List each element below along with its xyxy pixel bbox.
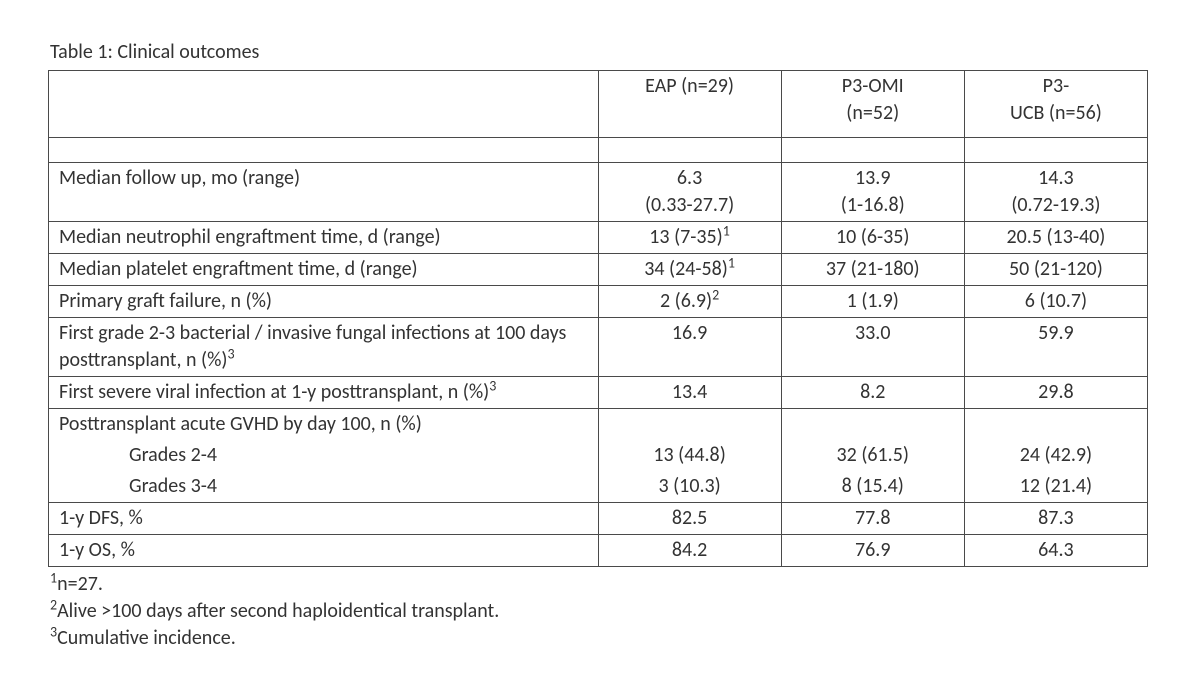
header-text: EAP (n=29) [645, 74, 734, 98]
cell-text: (0.33-27.7) [645, 193, 734, 217]
cell-text: First severe viral infection at 1-y post… [59, 380, 489, 404]
superscript: 1 [728, 254, 735, 271]
cell: 13.4 [598, 377, 781, 409]
cell: 3 (10.3) [598, 471, 781, 503]
header-col-2: P3-OMI (n=52) [781, 71, 964, 138]
cell-text: (1-16.8) [841, 193, 905, 217]
header-col-3: P3- UCB (n=56) [964, 71, 1147, 138]
cell [964, 409, 1147, 441]
table-row: 1-y DFS, % 82.5 77.8 87.3 [49, 503, 1148, 535]
cell: 16.9 [598, 318, 781, 377]
cell: 13 (7-35)1 [598, 222, 781, 254]
clinical-outcomes-table: EAP (n=29) P3-OMI (n=52) P3- UCB (n=56) … [48, 70, 1148, 567]
row-label: 1-y DFS, % [49, 503, 599, 535]
row-label: 1-y OS, % [49, 535, 599, 567]
cell: 82.5 [598, 503, 781, 535]
cell: 12 (21.4) [964, 471, 1147, 503]
row-label-indented: Grades 2-4 [49, 440, 599, 471]
footnote-text: Cumulative incidence. [57, 626, 236, 650]
table-container: Table 1: Clinical outcomes EAP (n=29) P3… [48, 40, 1148, 652]
row-label: First severe viral infection at 1-y post… [49, 377, 599, 409]
cell: 13 (44.8) [598, 440, 781, 471]
row-label: First grade 2-3 bacterial / invasive fun… [49, 318, 599, 377]
cell: 6 (10.7) [964, 286, 1147, 318]
superscript: 3 [489, 377, 496, 394]
table-row: Median follow up, mo (range) 6.3 (0.33-2… [49, 163, 1148, 222]
row-label-indented: Grades 3-4 [49, 471, 599, 503]
table-row: Grades 2-4 13 (44.8) 32 (61.5) 24 (42.9) [49, 440, 1148, 471]
row-label: Median follow up, mo (range) [49, 163, 599, 222]
cell-text: (0.72-19.3) [1011, 193, 1100, 217]
row-label: Median platelet engraftment time, d (ran… [49, 254, 599, 286]
cell: 87.3 [964, 503, 1147, 535]
header-blank [49, 71, 599, 138]
cell-text: 13 (7-35) [649, 225, 722, 249]
cell: 32 (61.5) [781, 440, 964, 471]
header-text: UCB (n=56) [1010, 101, 1102, 125]
footnote: 2Alive >100 days after second haploident… [50, 598, 1148, 625]
footnotes: 1n=27. 2Alive >100 days after second hap… [48, 571, 1148, 652]
cell: 59.9 [964, 318, 1147, 377]
table-row: First severe viral infection at 1-y post… [49, 377, 1148, 409]
cell: 64.3 [964, 535, 1147, 567]
table-title: Table 1: Clinical outcomes [50, 40, 1148, 64]
table-row: Grades 3-4 3 (10.3) 8 (15.4) 12 (21.4) [49, 471, 1148, 503]
footnote-text: n=27. [57, 572, 103, 596]
cell: 13.9 (1-16.8) [781, 163, 964, 222]
row-label: Primary graft failure, n (%) [49, 286, 599, 318]
cell: 10 (6-35) [781, 222, 964, 254]
header-text: (n=52) [846, 101, 899, 125]
cell [781, 409, 964, 441]
superscript: 1 [723, 222, 730, 239]
cell: 50 (21-120) [964, 254, 1147, 286]
cell-text: 14.3 [1038, 166, 1073, 190]
cell-text: 2 (6.9) [660, 289, 712, 313]
cell: 34 (24-58)1 [598, 254, 781, 286]
cell: 8.2 [781, 377, 964, 409]
row-label: Posttransplant acute GVHD by day 100, n … [49, 409, 599, 441]
superscript: 2 [712, 286, 719, 303]
cell: 8 (15.4) [781, 471, 964, 503]
cell: 24 (42.9) [964, 440, 1147, 471]
header-col-1: EAP (n=29) [598, 71, 781, 138]
cell: 2 (6.9)2 [598, 286, 781, 318]
footnote-text: Alive >100 days after second haploidenti… [57, 599, 499, 623]
cell: 77.8 [781, 503, 964, 535]
cell: 6.3 (0.33-27.7) [598, 163, 781, 222]
footnote: 1n=27. [50, 571, 1148, 598]
cell-text: 6.3 [677, 166, 702, 190]
cell: 1 (1.9) [781, 286, 964, 318]
table-row: Posttransplant acute GVHD by day 100, n … [49, 409, 1148, 441]
cell: 76.9 [781, 535, 964, 567]
table-row: Primary graft failure, n (%) 2 (6.9)2 1 … [49, 286, 1148, 318]
table-row: 1-y OS, % 84.2 76.9 64.3 [49, 535, 1148, 567]
cell-text: First grade 2-3 bacterial / invasive fun… [59, 321, 566, 372]
row-label: Median neutrophil engraftment time, d (r… [49, 222, 599, 254]
cell [598, 409, 781, 441]
cell: 84.2 [598, 535, 781, 567]
cell: 29.8 [964, 377, 1147, 409]
superscript: 3 [227, 345, 234, 362]
header-text: P3-OMI [842, 74, 904, 98]
table-header-row: EAP (n=29) P3-OMI (n=52) P3- UCB (n=56) [49, 71, 1148, 138]
cell-text: 13.9 [855, 166, 890, 190]
header-text: P3- [1043, 74, 1070, 98]
cell-text: 34 (24-58) [644, 257, 728, 281]
cell: 20.5 (13-40) [964, 222, 1147, 254]
table-row: First grade 2-3 bacterial / invasive fun… [49, 318, 1148, 377]
cell: 33.0 [781, 318, 964, 377]
cell: 37 (21-180) [781, 254, 964, 286]
spacer-row [49, 138, 1148, 163]
table-row: Median platelet engraftment time, d (ran… [49, 254, 1148, 286]
table-row: Median neutrophil engraftment time, d (r… [49, 222, 1148, 254]
footnote: 3Cumulative incidence. [50, 625, 1148, 652]
cell: 14.3 (0.72-19.3) [964, 163, 1147, 222]
